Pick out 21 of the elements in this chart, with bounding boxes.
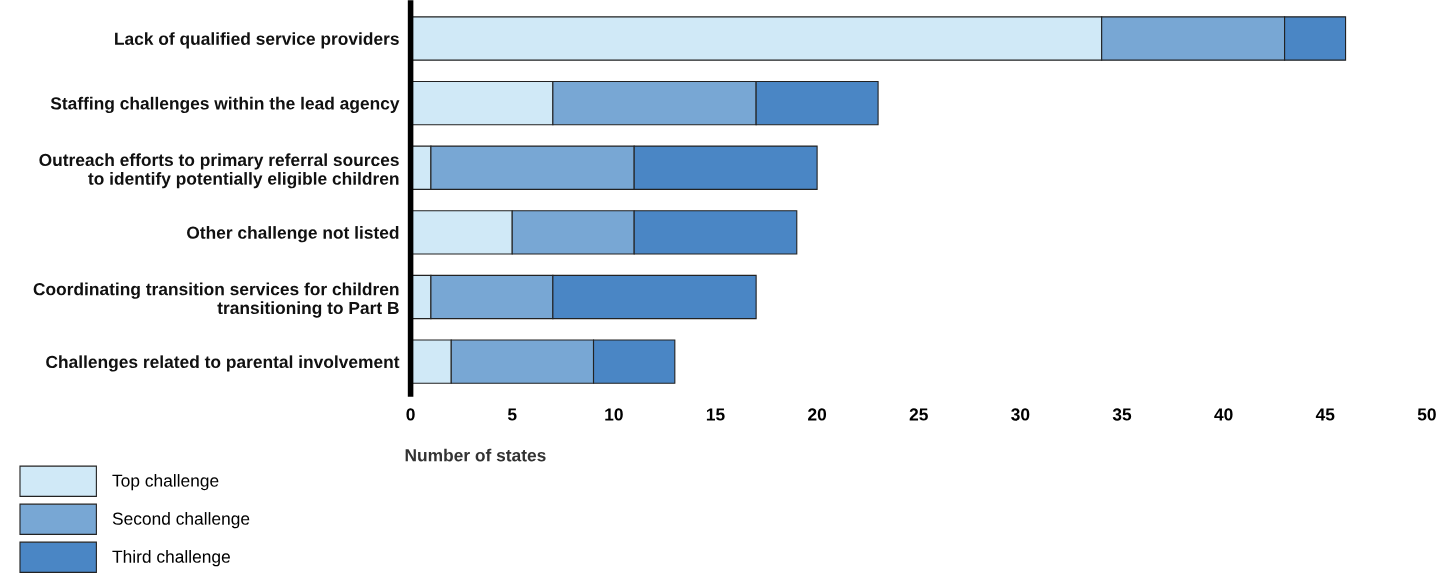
y-tick-label: Coordinating transition services for children transitioning to Part B bbox=[33, 282, 399, 318]
x-axis-title: Number of states bbox=[405, 448, 546, 462]
x-tick-label: 20 bbox=[808, 408, 827, 421]
y-tick-label: Other challenge not listed bbox=[187, 226, 399, 243]
x-tick-label: 15 bbox=[706, 408, 725, 421]
x-tick-label: 45 bbox=[1315, 408, 1335, 421]
y-tick-label: Outreach efforts to primary referral sources to identify potentially eligible children bbox=[39, 153, 399, 189]
x-tick-label: 10 bbox=[605, 408, 623, 421]
x-tick-label: 40 bbox=[1214, 408, 1233, 421]
y-tick-label: Challenges related to parental involvement bbox=[46, 355, 400, 372]
y-tick-label: Lack of qualified service providers bbox=[115, 32, 399, 49]
x-tick-label: 50 bbox=[1417, 408, 1436, 421]
legend-label: Third challenge bbox=[112, 550, 230, 567]
y-tick-label: Staffing challenges within the lead agency bbox=[50, 96, 400, 114]
legend-label: Second challenge bbox=[112, 512, 250, 529]
x-tick-label: 5 bbox=[507, 408, 517, 421]
x-tick-label: 35 bbox=[1112, 408, 1132, 421]
legend-label: Top challenge bbox=[112, 474, 219, 491]
x-tick-label: 30 bbox=[1011, 408, 1030, 421]
x-tick-label: 0 bbox=[406, 408, 415, 421]
x-tick-label: 25 bbox=[909, 408, 928, 421]
